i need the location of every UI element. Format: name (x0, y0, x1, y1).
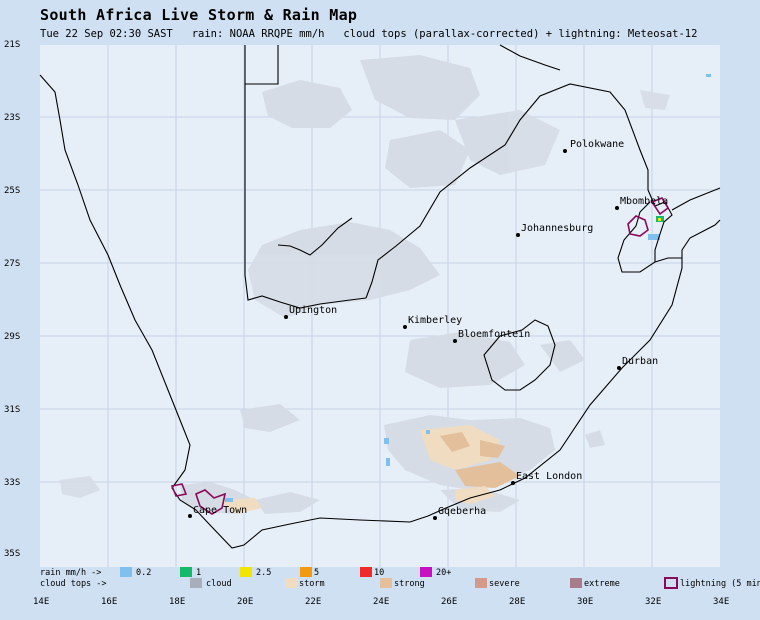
legend-swatch (190, 578, 202, 588)
city-markers: Polokwane Mbombela Johannesburg Upington… (188, 139, 668, 520)
legend-swatch (380, 578, 392, 588)
legend-item-label: cloud (206, 579, 232, 589)
lon-label: 30E (577, 597, 593, 607)
legend-swatch (360, 567, 372, 577)
city-dot (563, 149, 567, 153)
city-dot (284, 315, 288, 319)
city-dot (433, 516, 437, 520)
city-dot (453, 339, 457, 343)
rain-layer (225, 74, 711, 502)
lon-label: 28E (509, 597, 525, 607)
city-dot (403, 325, 407, 329)
legend-item-label: storm (299, 579, 325, 589)
city-dot (511, 481, 515, 485)
lightning-layer (170, 197, 670, 515)
lat-label: 29S (4, 332, 20, 342)
legend: rain mm/h -> cloud tops -> 0.2 1 2.5 5 1… (40, 567, 760, 589)
city-east-london[interactable]: East London (511, 471, 582, 485)
page-title: South Africa Live Storm & Rain Map (40, 6, 358, 24)
city-johannesburg[interactable]: Johannesburg (516, 223, 593, 237)
lon-label: 16E (101, 597, 117, 607)
city-label: Johannesburg (521, 223, 593, 234)
city-label: Mbombela (620, 196, 668, 207)
legend-swatch (475, 578, 487, 588)
lon-label: 24E (373, 597, 389, 607)
legend-swatch (240, 567, 252, 577)
city-cape-town[interactable]: Cape Town (188, 505, 247, 518)
lat-label: 27S (4, 259, 20, 269)
city-gqeberha[interactable]: Gqeberha (433, 506, 486, 520)
legend-swatch (285, 578, 297, 588)
city-label: Durban (622, 356, 658, 367)
lat-label: 35S (4, 549, 20, 559)
city-label: East London (516, 471, 582, 482)
lat-label: 21S (4, 40, 20, 50)
legend-item-label: 5 (314, 568, 319, 578)
legend-item-label: severe (489, 579, 520, 589)
city-mbombela[interactable]: Mbombela (615, 196, 668, 210)
lon-label: 22E (305, 597, 321, 607)
lat-label: 31S (4, 405, 20, 415)
page-subtitle: Tue 22 Sep 02:30 SAST rain: NOAA RRQPE m… (40, 28, 698, 40)
legend-swatch (420, 567, 432, 577)
city-dot (516, 233, 520, 237)
latitude-labels: 21S 23S 25S 27S 29S 31S 33S 35S (4, 40, 20, 559)
legend-item-label: 0.2 (136, 568, 151, 578)
city-kimberley[interactable]: Kimberley (403, 315, 462, 329)
lon-label: 18E (169, 597, 185, 607)
legend-lightning-swatch (664, 577, 678, 589)
lon-label: 32E (645, 597, 661, 607)
city-dot (188, 514, 192, 518)
lat-label: 25S (4, 186, 20, 196)
city-polokwane[interactable]: Polokwane (563, 139, 624, 153)
city-label: Bloemfontein (458, 329, 530, 340)
legend-swatch (120, 567, 132, 577)
legend-lightning-label: lightning (5 min) (680, 579, 760, 589)
longitude-labels: 14E 16E 18E 20E 22E 24E 26E 28E 30E 32E … (33, 597, 729, 607)
city-upington[interactable]: Upington (284, 305, 337, 319)
legend-swatch (180, 567, 192, 577)
lat-label: 23S (4, 113, 20, 123)
legend-item-label: 20+ (436, 568, 451, 578)
legend-cloud-label: cloud tops -> (40, 579, 107, 589)
lon-label: 34E (713, 597, 729, 607)
legend-item-label: 1 (196, 568, 201, 578)
lon-label: 20E (237, 597, 253, 607)
city-label: Kimberley (408, 315, 462, 326)
lon-label: 26E (441, 597, 457, 607)
lon-label: 14E (33, 597, 49, 607)
storm-tops-layer (220, 425, 520, 514)
borders (39, 44, 721, 549)
legend-item-label: 10 (374, 568, 384, 578)
city-label: Cape Town (193, 505, 247, 516)
graticule (40, 45, 720, 567)
city-durban[interactable]: Durban (617, 356, 658, 370)
legend-swatch (570, 578, 582, 588)
city-dot (617, 366, 621, 370)
city-dot (615, 206, 619, 210)
legend-swatch (300, 567, 312, 577)
legend-item-label: extreme (584, 579, 620, 589)
city-bloemfontein[interactable]: Bloemfontein (453, 329, 530, 343)
legend-item-label: 2.5 (256, 568, 271, 578)
city-label: Gqeberha (438, 506, 486, 517)
lat-label: 33S (4, 478, 20, 488)
legend-rain-label: rain mm/h -> (40, 568, 101, 578)
city-label: Upington (289, 305, 337, 316)
city-label: Polokwane (570, 139, 624, 150)
legend-item-label: strong (394, 579, 425, 589)
